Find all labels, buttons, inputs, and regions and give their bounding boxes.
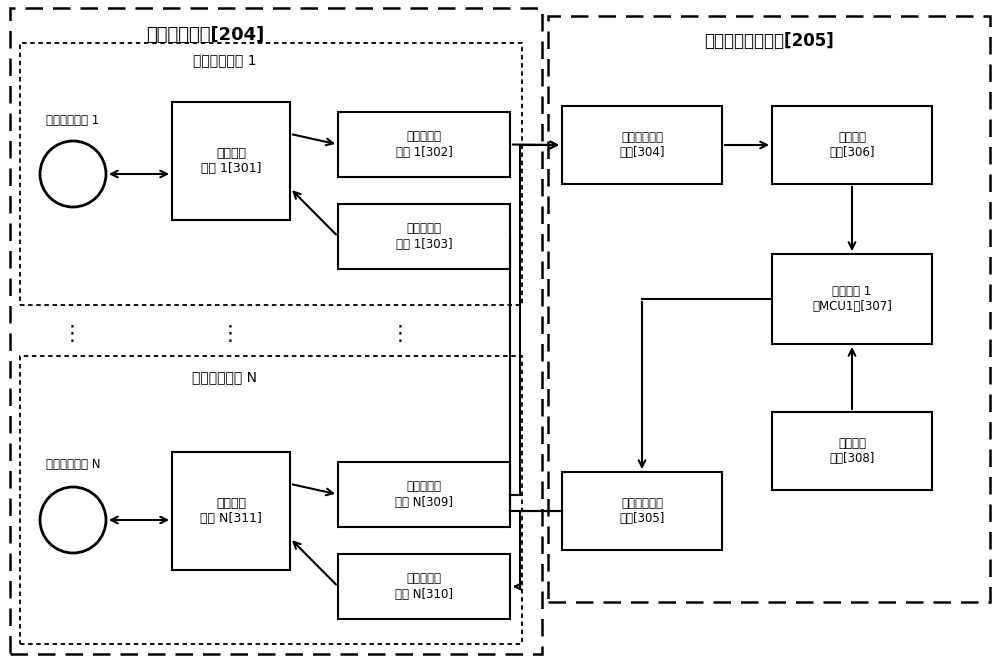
Text: 超声波发射
电路 N[310]: 超声波发射 电路 N[310] (395, 573, 453, 600)
Text: 超声波接收
电路 1[302]: 超声波接收 电路 1[302] (396, 130, 452, 158)
Bar (338, 204, 510, 269)
Text: 收发切换
电路 N[311]: 收发切换 电路 N[311] (200, 497, 262, 525)
Text: 超声波传感器 1: 超声波传感器 1 (46, 113, 100, 126)
Text: 微处理器 1
（MCU1）[307]: 微处理器 1 （MCU1）[307] (812, 285, 892, 313)
Bar (772, 412, 932, 490)
Text: 收发切换
电路 1[301]: 收发切换 电路 1[301] (201, 147, 261, 175)
Bar (338, 554, 510, 619)
Text: ⋮: ⋮ (62, 324, 82, 344)
Bar (772, 254, 932, 344)
Text: 接收多路选择
电路[304]: 接收多路选择 电路[304] (619, 131, 665, 159)
Bar (562, 106, 722, 184)
Bar (172, 452, 290, 570)
Bar (338, 462, 510, 527)
Bar (548, 16, 990, 602)
Bar (20, 356, 522, 644)
Text: ⋮: ⋮ (390, 324, 410, 344)
Bar (20, 43, 522, 305)
Text: 收发控制通道 1: 收发控制通道 1 (193, 53, 257, 67)
Bar (10, 8, 542, 654)
Text: 超声波发射
电路 1[303]: 超声波发射 电路 1[303] (396, 222, 452, 250)
Text: ⋮: ⋮ (220, 324, 240, 344)
Bar (338, 112, 510, 177)
Text: 多点位置提取电路[205]: 多点位置提取电路[205] (704, 32, 834, 50)
Text: 超声波传感器 N: 超声波传感器 N (46, 459, 100, 471)
Text: 收发控制电路[204]: 收发控制电路[204] (146, 26, 264, 44)
Text: 发射多路选择
电路[305]: 发射多路选择 电路[305] (619, 497, 665, 525)
Text: 收发控制通道 N: 收发控制通道 N (192, 370, 258, 384)
Text: 信号处理
电路[306]: 信号处理 电路[306] (829, 131, 875, 159)
Text: 温度测量
电路[308]: 温度测量 电路[308] (829, 437, 875, 465)
Bar (772, 106, 932, 184)
Bar (562, 472, 722, 550)
Text: 超声波接收
电路 N[309]: 超声波接收 电路 N[309] (395, 481, 453, 508)
Bar (172, 102, 290, 220)
